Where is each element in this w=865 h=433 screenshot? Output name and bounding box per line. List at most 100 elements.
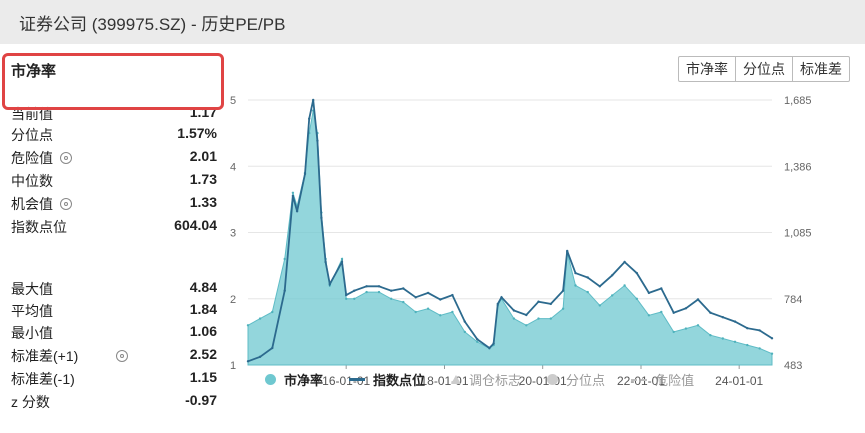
x-tick-label: 22-01-01 (617, 374, 665, 388)
pb-point (672, 330, 675, 334)
index-point (271, 346, 274, 350)
index-point (549, 302, 552, 306)
legend-item[interactable]: 市净率 (265, 370, 323, 389)
legend-item[interactable]: 指数点位 (349, 370, 425, 389)
index-point (672, 311, 675, 314)
index-point (611, 274, 614, 277)
stat-value: 604.04 (174, 217, 217, 233)
pb-point (561, 307, 565, 310)
y-tick-label: 5 (230, 95, 236, 107)
index-point (402, 287, 405, 290)
index-point (312, 98, 315, 102)
index-point (598, 285, 601, 288)
stat-value: 1.84 (189, 301, 217, 317)
index-point (525, 313, 528, 317)
y-tick-label: 1 (230, 360, 236, 372)
pb-button[interactable]: 市净率 (678, 56, 736, 82)
stat-value: 1.06 (189, 323, 217, 339)
index-point (492, 342, 495, 345)
index-point (246, 360, 250, 363)
stat-label: 当前值 (11, 106, 53, 122)
y-tick-label: 4 (230, 161, 236, 173)
stat-value: 2.52 (189, 346, 217, 362)
index-point (574, 271, 577, 275)
index-point (463, 320, 466, 323)
legend-label: 分位点 (566, 373, 606, 388)
stat-row: 标准差(-1) 1.15 (11, 369, 217, 391)
pb-point (684, 327, 688, 330)
highlight-box (2, 53, 224, 110)
y2-tick-label: 784 (784, 294, 802, 306)
index-point (353, 289, 356, 292)
index-point (537, 300, 540, 303)
stat-label: 平均值 (11, 303, 53, 319)
index-point (635, 271, 638, 275)
index-point (488, 346, 491, 350)
index-point (512, 309, 516, 312)
index-point (320, 216, 323, 220)
stat-row: 指数点位 604.04 (11, 217, 217, 239)
index-point (340, 260, 344, 264)
legend-label: 指数点位 (373, 373, 426, 388)
index-point (283, 289, 286, 292)
std-dev-button[interactable]: 标准差 (792, 56, 850, 82)
index-point (623, 260, 626, 264)
legend-label: 危险值 (655, 373, 695, 388)
index-point (500, 296, 503, 299)
pb-point (390, 297, 393, 300)
y2-tick-label: 1,386 (784, 161, 812, 173)
chart-legend: 市净率 指数点位 调仓标志 分位点 危险值 (265, 370, 720, 389)
index-point (439, 298, 442, 301)
legend-item[interactable]: 危险值 (631, 370, 694, 389)
stat-row: 分位点 1.57% (11, 125, 217, 147)
stat-label: 机会值 (11, 196, 53, 212)
stat-row: 机会值 1.33 (11, 194, 217, 216)
legend-item[interactable]: 分位点 (547, 370, 605, 389)
stat-row: 中位数 1.73 (11, 171, 217, 193)
y-tick-label: 3 (230, 228, 236, 240)
index-point (295, 210, 299, 213)
title-bar: 证券公司 (399975.SZ) - 历史PE/PB (0, 0, 865, 44)
pb-point (709, 334, 712, 337)
stat-label: 分位点 (11, 127, 53, 143)
gear-icon[interactable] (116, 350, 128, 362)
index-point (345, 293, 348, 297)
pb-point (746, 343, 749, 347)
stat-value: -0.97 (185, 392, 217, 408)
stat-value: 1.73 (189, 171, 217, 187)
stat-value: 2.01 (189, 148, 217, 164)
stat-value: 1.33 (189, 194, 217, 210)
pb-point (426, 307, 430, 310)
index-point (476, 338, 479, 341)
stat-label: 最大值 (11, 281, 53, 297)
index-point (684, 307, 688, 310)
view-toggle-group: 市净率 分位点 标准差 (678, 56, 850, 82)
window-title: 证券公司 (399975.SZ) - 历史PE/PB (19, 15, 286, 34)
gear-icon[interactable] (60, 198, 72, 210)
stat-value: 1.15 (189, 369, 217, 385)
percentile-button[interactable]: 分位点 (735, 56, 793, 82)
line-marker-icon (349, 378, 366, 381)
pb-point (451, 310, 454, 314)
pb-point (696, 324, 700, 327)
legend-item[interactable]: 调仓标志 (451, 370, 521, 389)
pb-point (549, 317, 552, 320)
index-point (721, 316, 724, 319)
index-point (696, 298, 700, 301)
triangle-marker-icon (451, 375, 462, 384)
pb-point (271, 310, 274, 314)
pb-area (247, 110, 773, 366)
y-tick-label: 2 (230, 294, 236, 306)
index-point (328, 282, 331, 286)
index-point (258, 355, 262, 358)
index-point (660, 287, 663, 290)
pb-point (439, 314, 442, 317)
section-title: 市净率 (11, 63, 57, 80)
stat-label: 危险值 (11, 150, 53, 166)
gear-icon[interactable] (60, 152, 72, 164)
pb-point (402, 300, 405, 304)
index-point (414, 296, 417, 299)
pb-point (476, 340, 479, 343)
pb-point (611, 294, 614, 297)
